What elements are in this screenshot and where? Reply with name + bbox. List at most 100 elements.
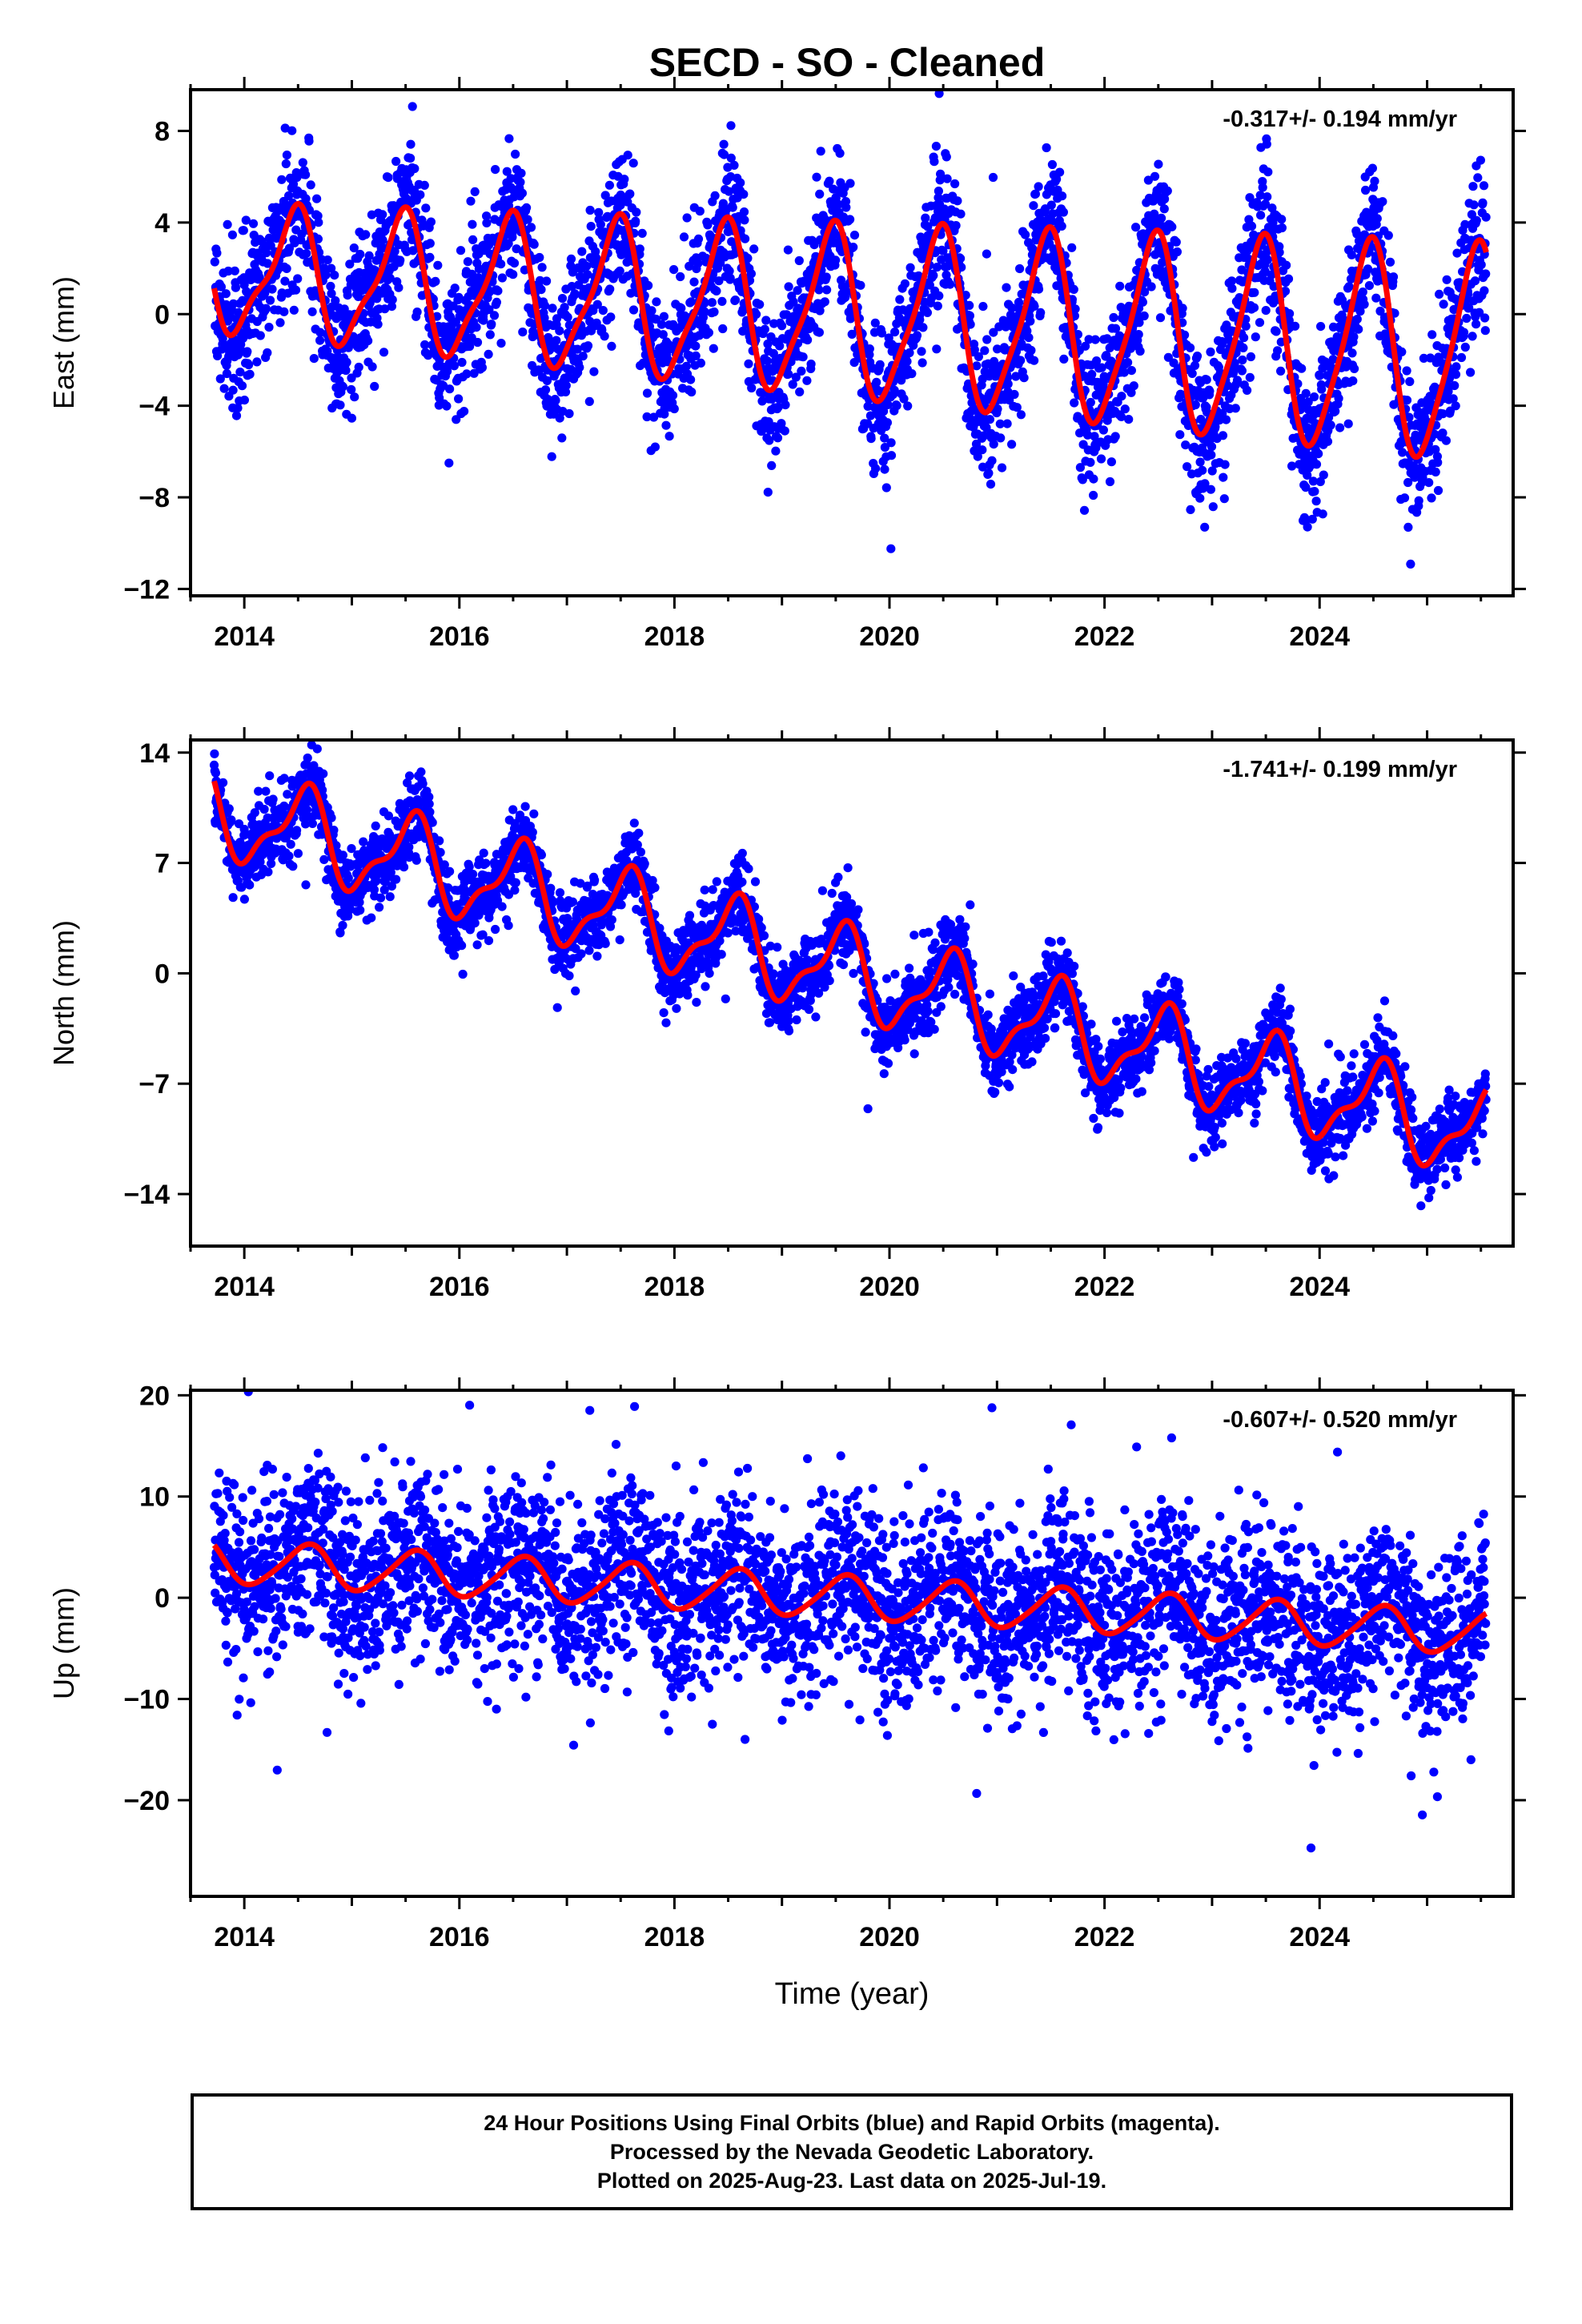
- east-data-point: [1206, 485, 1215, 494]
- east-data-point: [918, 323, 928, 332]
- east-data-point: [946, 279, 955, 289]
- north-data-point: [497, 902, 507, 911]
- east-data-point: [585, 205, 595, 215]
- east-data-point: [1086, 457, 1095, 468]
- east-data-point: [993, 404, 1002, 414]
- north-data-point: [228, 893, 238, 903]
- east-data-point: [1431, 444, 1440, 454]
- east-data-point: [504, 134, 514, 143]
- north-data-point: [425, 807, 435, 817]
- east-data-point: [355, 249, 365, 259]
- north-data-point: [343, 911, 353, 921]
- east-data-point: [1328, 355, 1338, 364]
- east-data-point: [985, 415, 994, 424]
- east-data-point: [1092, 356, 1102, 366]
- east-data-point: [736, 178, 745, 187]
- east-data-point: [1010, 389, 1019, 400]
- east-data-point: [277, 175, 287, 184]
- east-data-point: [814, 285, 824, 295]
- east-data-point: [248, 219, 259, 228]
- east-data-point: [1315, 476, 1325, 487]
- east-data-point: [709, 344, 718, 353]
- north-data-point: [219, 778, 228, 787]
- east-data-point: [1007, 440, 1017, 449]
- east-data-point: [1355, 307, 1365, 316]
- east-data-point: [396, 255, 405, 265]
- east-data-point: [1026, 345, 1036, 356]
- east-data-point: [511, 149, 520, 159]
- east-data-point: [974, 352, 983, 361]
- east-data-point: [267, 284, 277, 294]
- east-data-point: [567, 282, 576, 292]
- east-data-point: [454, 394, 464, 404]
- east-data-point: [261, 304, 271, 313]
- east-data-point: [327, 289, 336, 299]
- east-data-point: [1034, 182, 1043, 191]
- east-data-point: [378, 235, 387, 245]
- east-data-point: [592, 300, 602, 309]
- east-data-point: [803, 335, 813, 345]
- east-data-point: [934, 187, 943, 196]
- east-data-point: [1438, 428, 1447, 438]
- east-data-point: [815, 306, 825, 316]
- east-data-point: [635, 244, 644, 254]
- east-data-point: [1403, 522, 1413, 533]
- east-data-point: [1308, 476, 1318, 486]
- east-data-point: [443, 367, 452, 376]
- east-data-point: [487, 320, 496, 329]
- east-data-point: [468, 219, 477, 229]
- east-data-point: [462, 369, 472, 379]
- east-data-point: [405, 154, 416, 163]
- east-data-point: [845, 215, 855, 224]
- east-data-point: [444, 458, 454, 468]
- east-data-point: [696, 358, 706, 368]
- east-data-point: [1175, 430, 1185, 440]
- east-data-point: [686, 297, 696, 307]
- east-data-point: [669, 404, 679, 414]
- east-data-point: [263, 259, 272, 268]
- east-data-point: [1134, 330, 1143, 340]
- north-data-point: [286, 839, 295, 849]
- east-data-point: [978, 445, 987, 455]
- east-data-point: [1083, 430, 1093, 440]
- east-data-point: [289, 305, 299, 315]
- east-data-point: [1349, 332, 1359, 342]
- east-data-point: [1237, 366, 1247, 376]
- east-data-point: [1029, 201, 1038, 211]
- east-data-point: [213, 351, 223, 360]
- east-data-point: [763, 488, 773, 497]
- east-data-point: [816, 147, 825, 156]
- north-data-point: [329, 826, 339, 835]
- east-data-point: [557, 294, 568, 304]
- east-data-point: [700, 307, 709, 316]
- east-data-point: [880, 433, 889, 443]
- east-data-point: [726, 153, 736, 163]
- east-data-point: [1435, 289, 1444, 299]
- east-data-point: [1441, 436, 1451, 445]
- east-data-point: [1271, 327, 1281, 336]
- east-data-point: [993, 344, 1002, 354]
- east-data-point: [1414, 496, 1423, 505]
- east-data-point: [493, 286, 503, 296]
- north-data-point: [312, 744, 322, 754]
- east-data-point: [243, 347, 252, 356]
- east-data-point: [347, 413, 356, 423]
- east-data-point: [881, 483, 891, 493]
- east-data-point: [544, 332, 553, 343]
- east-data-point: [1140, 287, 1150, 297]
- east-data-point: [1460, 342, 1470, 352]
- east-data-point: [1398, 448, 1407, 457]
- east-data-point: [984, 468, 994, 478]
- north-data-point: [508, 805, 518, 814]
- east-data-point: [1303, 470, 1312, 480]
- east-data-point: [512, 244, 521, 254]
- east-data-point: [606, 312, 616, 322]
- north-data-point: [379, 885, 389, 895]
- east-data-point: [757, 396, 767, 406]
- east-data-point: [628, 159, 638, 168]
- east-data-point: [788, 380, 797, 389]
- east-data-point: [659, 312, 669, 321]
- east-data-point: [421, 203, 431, 213]
- east-data-point: [1162, 186, 1172, 195]
- east-data-point: [1015, 263, 1025, 274]
